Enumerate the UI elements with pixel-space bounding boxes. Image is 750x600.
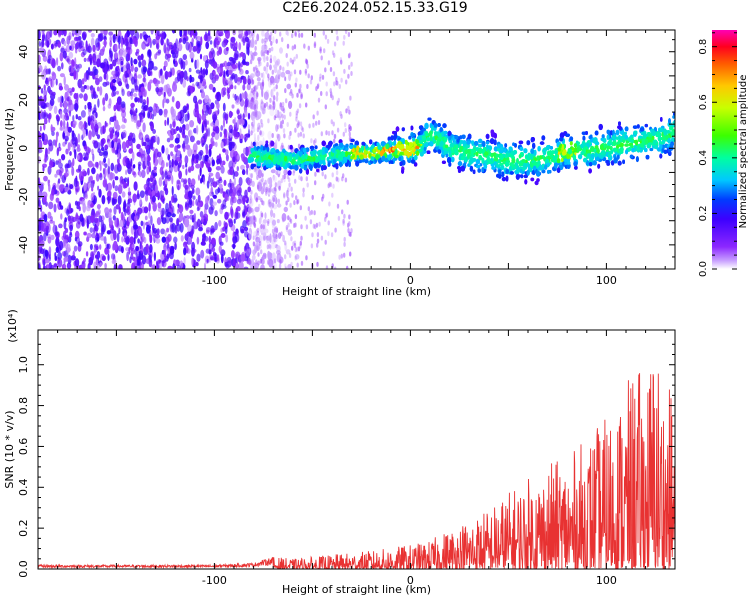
snr-x-ticks: -100 0 100 [57, 330, 666, 587]
spectrogram-y-tick-label: -40 [17, 236, 30, 254]
snr-y-tick-label: 0.4 [17, 479, 30, 497]
snr-y-tick-label: 1.0 [17, 356, 30, 374]
colorbar-label: Normalized spectral amplitude [738, 75, 749, 229]
snr-multiplier-label: (x10⁴) [6, 309, 19, 343]
spectrogram-y-axis-label: Frequency (Hz) [3, 108, 16, 191]
colorbar [712, 30, 737, 269]
snr-x-tick-label: 0 [407, 574, 414, 587]
colorbar-ticks: 0.0 0.2 0.4 0.6 0.8 [698, 32, 737, 277]
snr-y-axis-label: SNR (10 * v/v) [3, 410, 16, 488]
spectrogram-y-tick-label: -20 [17, 188, 30, 206]
snr-x-tick-label: -100 [202, 574, 227, 587]
colorbar-tick-label: 0.0 [698, 261, 709, 277]
snr-x-tick-label: 100 [596, 574, 617, 587]
snr-y-tick-label: 0.6 [17, 438, 30, 456]
colorbar-tick-label: 0.4 [698, 150, 709, 166]
spectrogram-x-tick-label: 0 [407, 274, 414, 287]
spectrogram-cells [38, 30, 675, 269]
colorbar-tick-label: 0.6 [698, 94, 709, 110]
spectrogram-y-tick-label: 40 [17, 45, 30, 59]
spectrogram-x-axis-label: Height of straight line (km) [282, 285, 431, 298]
snr-x-axis-label: Height of straight line (km) [282, 583, 431, 596]
snr-y-ticks: 0.0 0.2 0.4 0.6 0.8 1.0 [17, 343, 675, 578]
snr-y-tick-label: 0.8 [17, 397, 30, 415]
spectrogram-x-tick-label: 100 [596, 274, 617, 287]
colorbar-tick-label: 0.2 [698, 205, 709, 221]
snr-series-line [38, 373, 675, 569]
snr-y-tick-label: 0.2 [17, 519, 30, 537]
snr-frame [37, 329, 676, 570]
spectrogram-frame [37, 29, 676, 270]
spectrogram-x-ticks: -100 0 100 [57, 30, 666, 287]
spectrogram-y-ticks: -40 -20 0 20 40 [17, 39, 675, 270]
colorbar-tick-label: 0.8 [698, 39, 709, 55]
spectrogram-y-tick-label: 20 [17, 93, 30, 107]
spectrogram-y-tick-label: 0 [17, 145, 30, 152]
chart-title: C2E6.2024.052.15.33.G19 [282, 0, 468, 16]
spectrogram-x-tick-label: -100 [202, 274, 227, 287]
snr-y-tick-label: 0.0 [17, 560, 30, 578]
